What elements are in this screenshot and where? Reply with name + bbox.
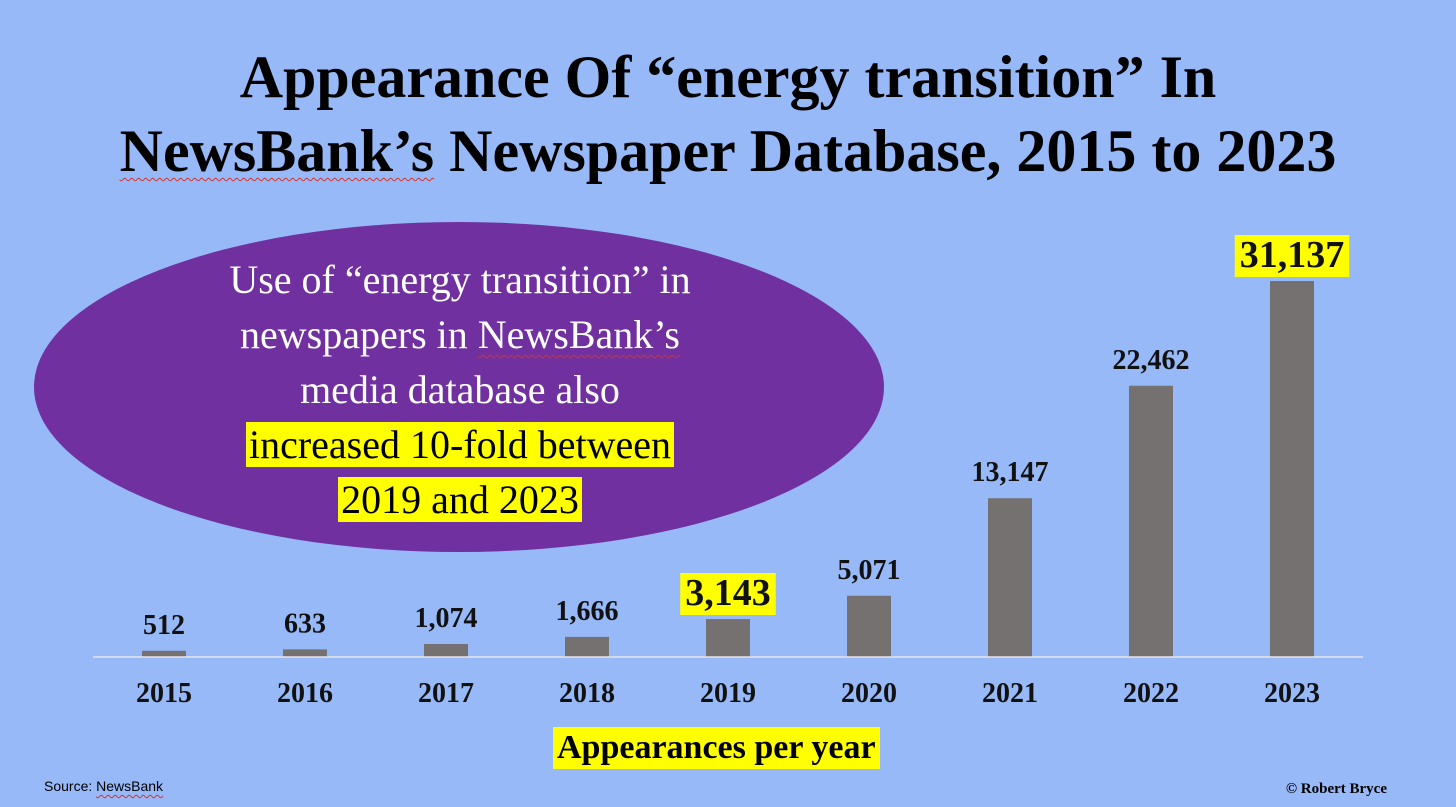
x-tick-label-2021: 2021 [982, 678, 1038, 709]
value-label-2022: 22,462 [1113, 345, 1190, 376]
labels-group: 512 2015 633 2016 1,074 2017 1,666 2018 3,143 201… [136, 234, 1350, 709]
source-name: NewsBank [96, 778, 164, 794]
value-label-2019: 3,143 [685, 572, 771, 614]
x-tick-label-2016: 2016 [277, 678, 333, 709]
x-tick-label-2018: 2018 [559, 678, 615, 709]
callout-ellipse [34, 222, 884, 552]
source-note: Source: NewsBank [44, 778, 163, 794]
value-label-2017: 1,074 [415, 603, 478, 634]
value-label-2023: 31,137 [1240, 234, 1345, 276]
x-tick-label-2022: 2022 [1123, 678, 1179, 709]
callout-line-5: 2019 and 2023 [170, 472, 750, 527]
bar-2023 [1270, 281, 1314, 657]
value-label-2020: 5,071 [838, 555, 901, 586]
bar-2020 [847, 595, 891, 657]
callout-text: Use of “energy transition” in newspapers… [170, 252, 750, 527]
value-highlight-2019 [680, 573, 776, 616]
title-line-1: Appearance Of “energy transition” In [239, 44, 1217, 110]
callout-line-4: increased 10-fold between [170, 417, 750, 472]
callout-highlight-1: increased 10-fold between [245, 422, 675, 467]
x-tick-label-2015: 2015 [136, 678, 192, 709]
title-line-2-rest: Newspaper Database, 2015 to 2023 [434, 118, 1337, 184]
value-label-2016: 633 [284, 608, 326, 639]
bar-2019 [706, 619, 750, 657]
value-label-2015: 512 [143, 610, 185, 641]
x-tick-label-2017: 2017 [418, 678, 474, 709]
value-label-2018: 1,666 [556, 596, 619, 627]
callout-line-2-pre: newspapers in [240, 312, 478, 357]
x-tick-label-2020: 2020 [841, 678, 897, 709]
source-prefix: Source: [44, 778, 97, 794]
bar-2018 [565, 636, 609, 657]
bar-2021 [988, 498, 1032, 657]
x-axis-title: Appearances per year [553, 727, 880, 769]
x-tick-label-2023: 2023 [1264, 678, 1320, 709]
title-newsbank: NewsBank’s [119, 118, 435, 184]
callout-line-2: newspapers in NewsBank’s [170, 307, 750, 362]
value-label-2021: 13,147 [972, 457, 1049, 488]
x-tick-label-2019: 2019 [700, 678, 756, 709]
bar-2016 [283, 649, 327, 657]
value-highlight-2023 [1234, 235, 1350, 277]
callout-newsbank: NewsBank’s [477, 312, 680, 357]
copyright-note: © Robert Bryce [1285, 781, 1387, 797]
bar-2015 [142, 650, 186, 657]
callout-line-3: media database also [300, 367, 620, 412]
title-line-2: NewsBank’s Newspaper Database, 2015 to 2… [0, 114, 1456, 188]
chart-title: Appearance Of “energy transition” In New… [0, 40, 1456, 188]
callout-line-1: Use of “energy transition” in [229, 257, 691, 302]
bar-2022 [1129, 385, 1173, 657]
bars-group [142, 281, 1314, 657]
bar-2017 [424, 644, 468, 657]
callout-highlight-2: 2019 and 2023 [338, 477, 582, 522]
